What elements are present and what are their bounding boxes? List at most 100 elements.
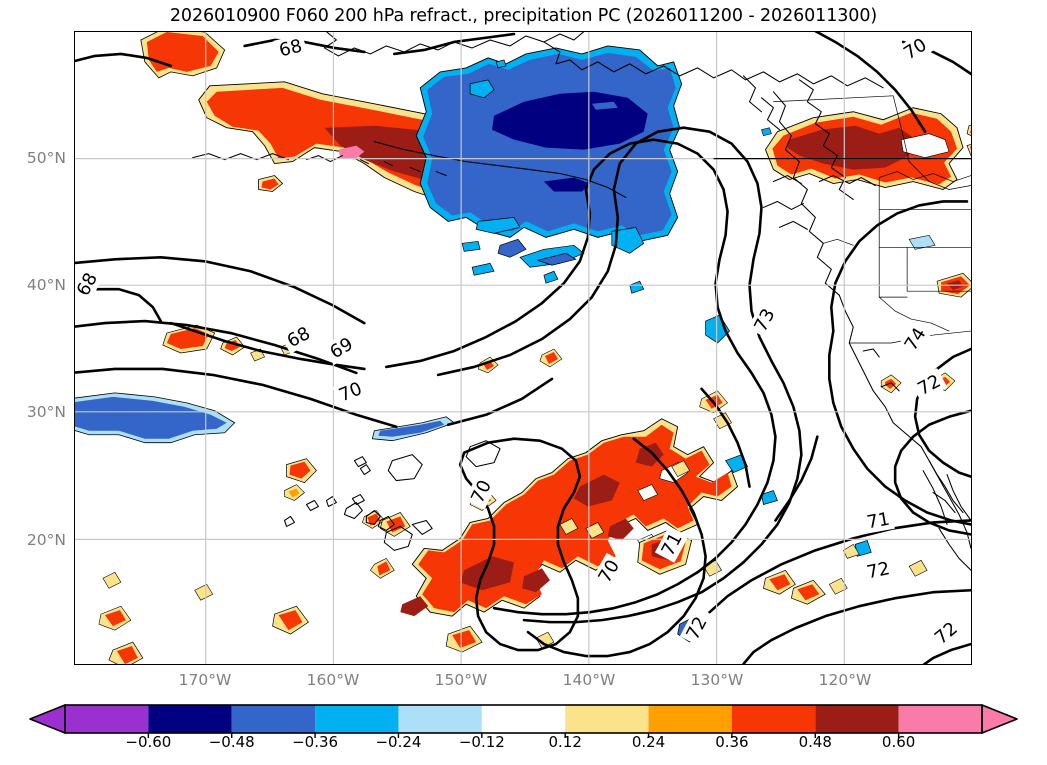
colorbar-swatches [29,704,1018,738]
grid-lines [75,32,971,664]
contour-label: 70 [464,473,498,510]
anomaly-positive-hi-bc [288,488,300,498]
contour-label: 72 [861,556,896,585]
anomaly-negative-dot-e [497,238,527,258]
colorbar-band-9 [815,705,899,733]
anomaly-positive-aleutian-core [146,32,219,72]
anomaly-negative-westband-b2 [378,420,445,437]
colorbar-band-4 [398,705,482,733]
lon-label-150W: 150°W [434,671,488,689]
colorbar-band-6 [565,705,649,733]
anomaly-positive-aleutian-small-core [261,178,279,190]
anomaly-positive-alaska-peak [338,145,365,160]
anomaly-positive-lr-13 [908,559,928,577]
anomaly-positive-calif-1c [885,378,897,389]
colorbar-tick-3: −0.24 [375,733,422,751]
contour-label: 68 [75,265,104,303]
anomaly-positive-hi-ac [289,461,311,479]
colorbar-band-2 [231,705,316,733]
anomaly-positive-itcz-core2 [573,474,620,507]
anomaly-positive-itcz-sat3 [671,460,691,477]
anomaly-positive-lr-4c [797,584,820,601]
lat-label-30N: 30°N [26,403,66,421]
anomaly-positive-bc-dot1 [966,124,971,137]
anomaly-positive-lr-12 [535,631,555,649]
anomaly-negative-dot-k [543,270,559,284]
coastlines [192,32,971,571]
anomaly-positive-itcz-sat5 [559,518,579,535]
anomaly-positive-lr-10 [194,583,214,601]
lat-label-40N: 40°N [26,276,66,294]
anomaly-negative-dot-n [761,490,778,505]
colorbar-over-arrow [981,704,1018,734]
contour-label: 72 [910,368,948,402]
anomaly-negative-dot-r [761,127,772,137]
anomaly-negative-dot-q [908,235,936,250]
map-panel[interactable]: 68 70 68 68 69 70 73 74 72 70 71 71 70 72 72 72 [74,31,972,665]
colorbar-band-10 [898,705,982,733]
lon-label-130W: 130°W [690,671,744,689]
contour-label: 73 [747,301,782,339]
anomaly-negative-dot-c [475,217,521,234]
lon-label-140W: 140°W [562,671,616,689]
lat-label-20N: 20°N [26,531,66,549]
colorbar-tick-6: 0.24 [631,733,666,751]
anomaly-positive-lr-7c [278,610,303,631]
lat-label-50N: 50°N [26,149,66,167]
anomaly-positive-bc-hole [900,133,950,158]
colorbar-band-7 [648,705,732,733]
anomaly-positive-lr-8c [116,646,138,664]
contour-label-text: 71 [865,509,891,534]
anomaly-positive-lr-11 [102,571,122,589]
contour-label: 70 [332,376,369,408]
figure-title: 2026010900 F060 200 hPa refract., precip… [169,6,878,26]
anomaly-positive-lr-9c [452,630,477,649]
colorbar-tick-9: 0.60 [881,733,916,751]
anomaly-negative-gulf-white-hole [591,101,618,110]
anomaly-positive-itcz-core1 [635,442,664,467]
anomaly-negative-dot-i [471,262,495,276]
contour-label: 74 [897,320,933,358]
anomaly-positive-itcz-sat6 [585,522,605,539]
colorbar-tick-5: 0.12 [548,733,582,751]
anomaly-positive-bc-dot2c [970,146,971,151]
colorbar-outline [64,704,983,734]
colorbar-under-arrow [29,704,66,734]
colorbar-band-0 [65,705,149,733]
colorbar-tick-8: 0.48 [798,733,832,751]
colorbar[interactable]: −0.60 −0.48 −0.36 −0.24 −0.12 0.12 0.24 0.36 0.4… [0,700,1047,765]
contour-label: 71 [861,507,895,534]
colorbar-band-5 [481,705,566,733]
contour-label-text: 72 [865,558,892,583]
anomaly-positive-itcz-core4 [460,556,515,591]
anomaly-positive-hi-cc [367,513,381,526]
anomaly-positive-lr-14 [842,543,860,559]
colorbar-band-1 [148,705,232,733]
lon-label-120W: 120°W [818,671,872,689]
anomaly-negative-westband-mid [75,396,227,439]
anomaly-positive-bc-dot2 [966,143,971,157]
anomaly-negative-dot-d [461,240,481,252]
colorbar-tick-1: −0.48 [208,733,255,751]
contour-label: 68 [273,33,308,63]
anomaly-negative-dot-m [725,454,748,474]
colorbar-band-3 [315,705,399,733]
anomaly-positive-itcz-core5 [522,568,550,593]
anomaly-negative-dot-h [611,226,645,254]
anomaly-positive-itcz-hole2 [637,484,659,501]
colorbar-tick-7: 0.36 [715,733,749,751]
anomaly-positive-hi-dc [377,561,391,576]
anomaly-negative-dot-j [629,280,645,294]
anomaly-positive-lr-3c [769,574,791,591]
anomaly-negative-dot-g [536,252,577,266]
colorbar-band-8 [731,705,816,733]
contour-label: 69 [322,331,360,365]
lon-label-160W: 160°W [306,671,360,689]
anomaly-positive-bc-dot1c [970,129,971,134]
contour-label: 70 [896,32,934,67]
anomaly-positive-mid-fc [544,351,558,364]
lon-label-170W: 170°W [178,671,232,689]
anomaly-positive-itcz-core3 [607,518,634,541]
colorbar-tick-2: −0.36 [292,733,339,751]
